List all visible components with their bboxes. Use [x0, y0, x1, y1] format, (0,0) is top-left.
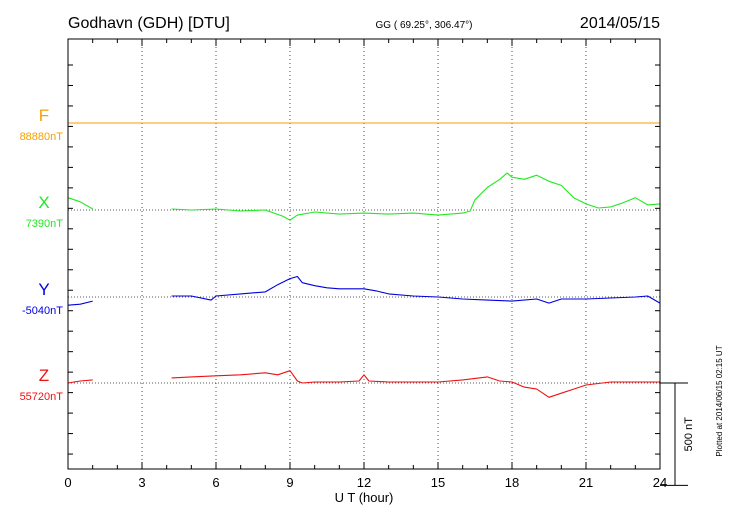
station-coordinates: GG ( 69.25°, 306.47°): [376, 20, 473, 31]
x-axis-label: U T (hour): [335, 490, 394, 505]
chart-date: 2014/05/15: [580, 15, 660, 32]
series-line-y: [67, 275, 661, 306]
x-tick-label: 6: [212, 475, 219, 490]
baseline-value-z: 55720nT: [20, 391, 64, 403]
plotted-timestamp: Plotted at 2014/06/15 02:15 UT: [715, 345, 724, 456]
x-tick-label: 0: [64, 475, 71, 490]
x-tick-label: 9: [286, 475, 293, 490]
x-tick-label: 15: [431, 475, 445, 490]
component-label-y: Y: [38, 280, 49, 299]
x-tick-label: 24: [653, 475, 667, 490]
baseline-value-f: 88880nT: [20, 131, 64, 143]
baseline-value-x: 7390nT: [26, 218, 64, 230]
scale-bar: 500 nT: [660, 382, 695, 486]
axis-ticks: 0 3 6 9 12 15 18 21 24: [64, 39, 667, 490]
x-tick-label: 18: [505, 475, 519, 490]
scale-bar-label: 500 nT: [683, 417, 695, 452]
series-line-z: [67, 370, 660, 398]
grid-lines: [141, 39, 587, 469]
baseline-value-y: -5040nT: [22, 305, 63, 317]
station-title: Godhavn (GDH) [DTU]: [68, 15, 230, 32]
component-label-x: X: [38, 193, 49, 212]
series-layer: F 88880nT X 7390nT Y -5040nT Z 55720nT: [20, 106, 661, 403]
component-label-f: F: [39, 106, 49, 125]
component-label-z: Z: [39, 366, 49, 385]
x-tick-label: 12: [357, 475, 371, 490]
x-tick-label: 21: [579, 475, 593, 490]
x-tick-label: 3: [138, 475, 145, 490]
series-line-x: [67, 172, 661, 221]
